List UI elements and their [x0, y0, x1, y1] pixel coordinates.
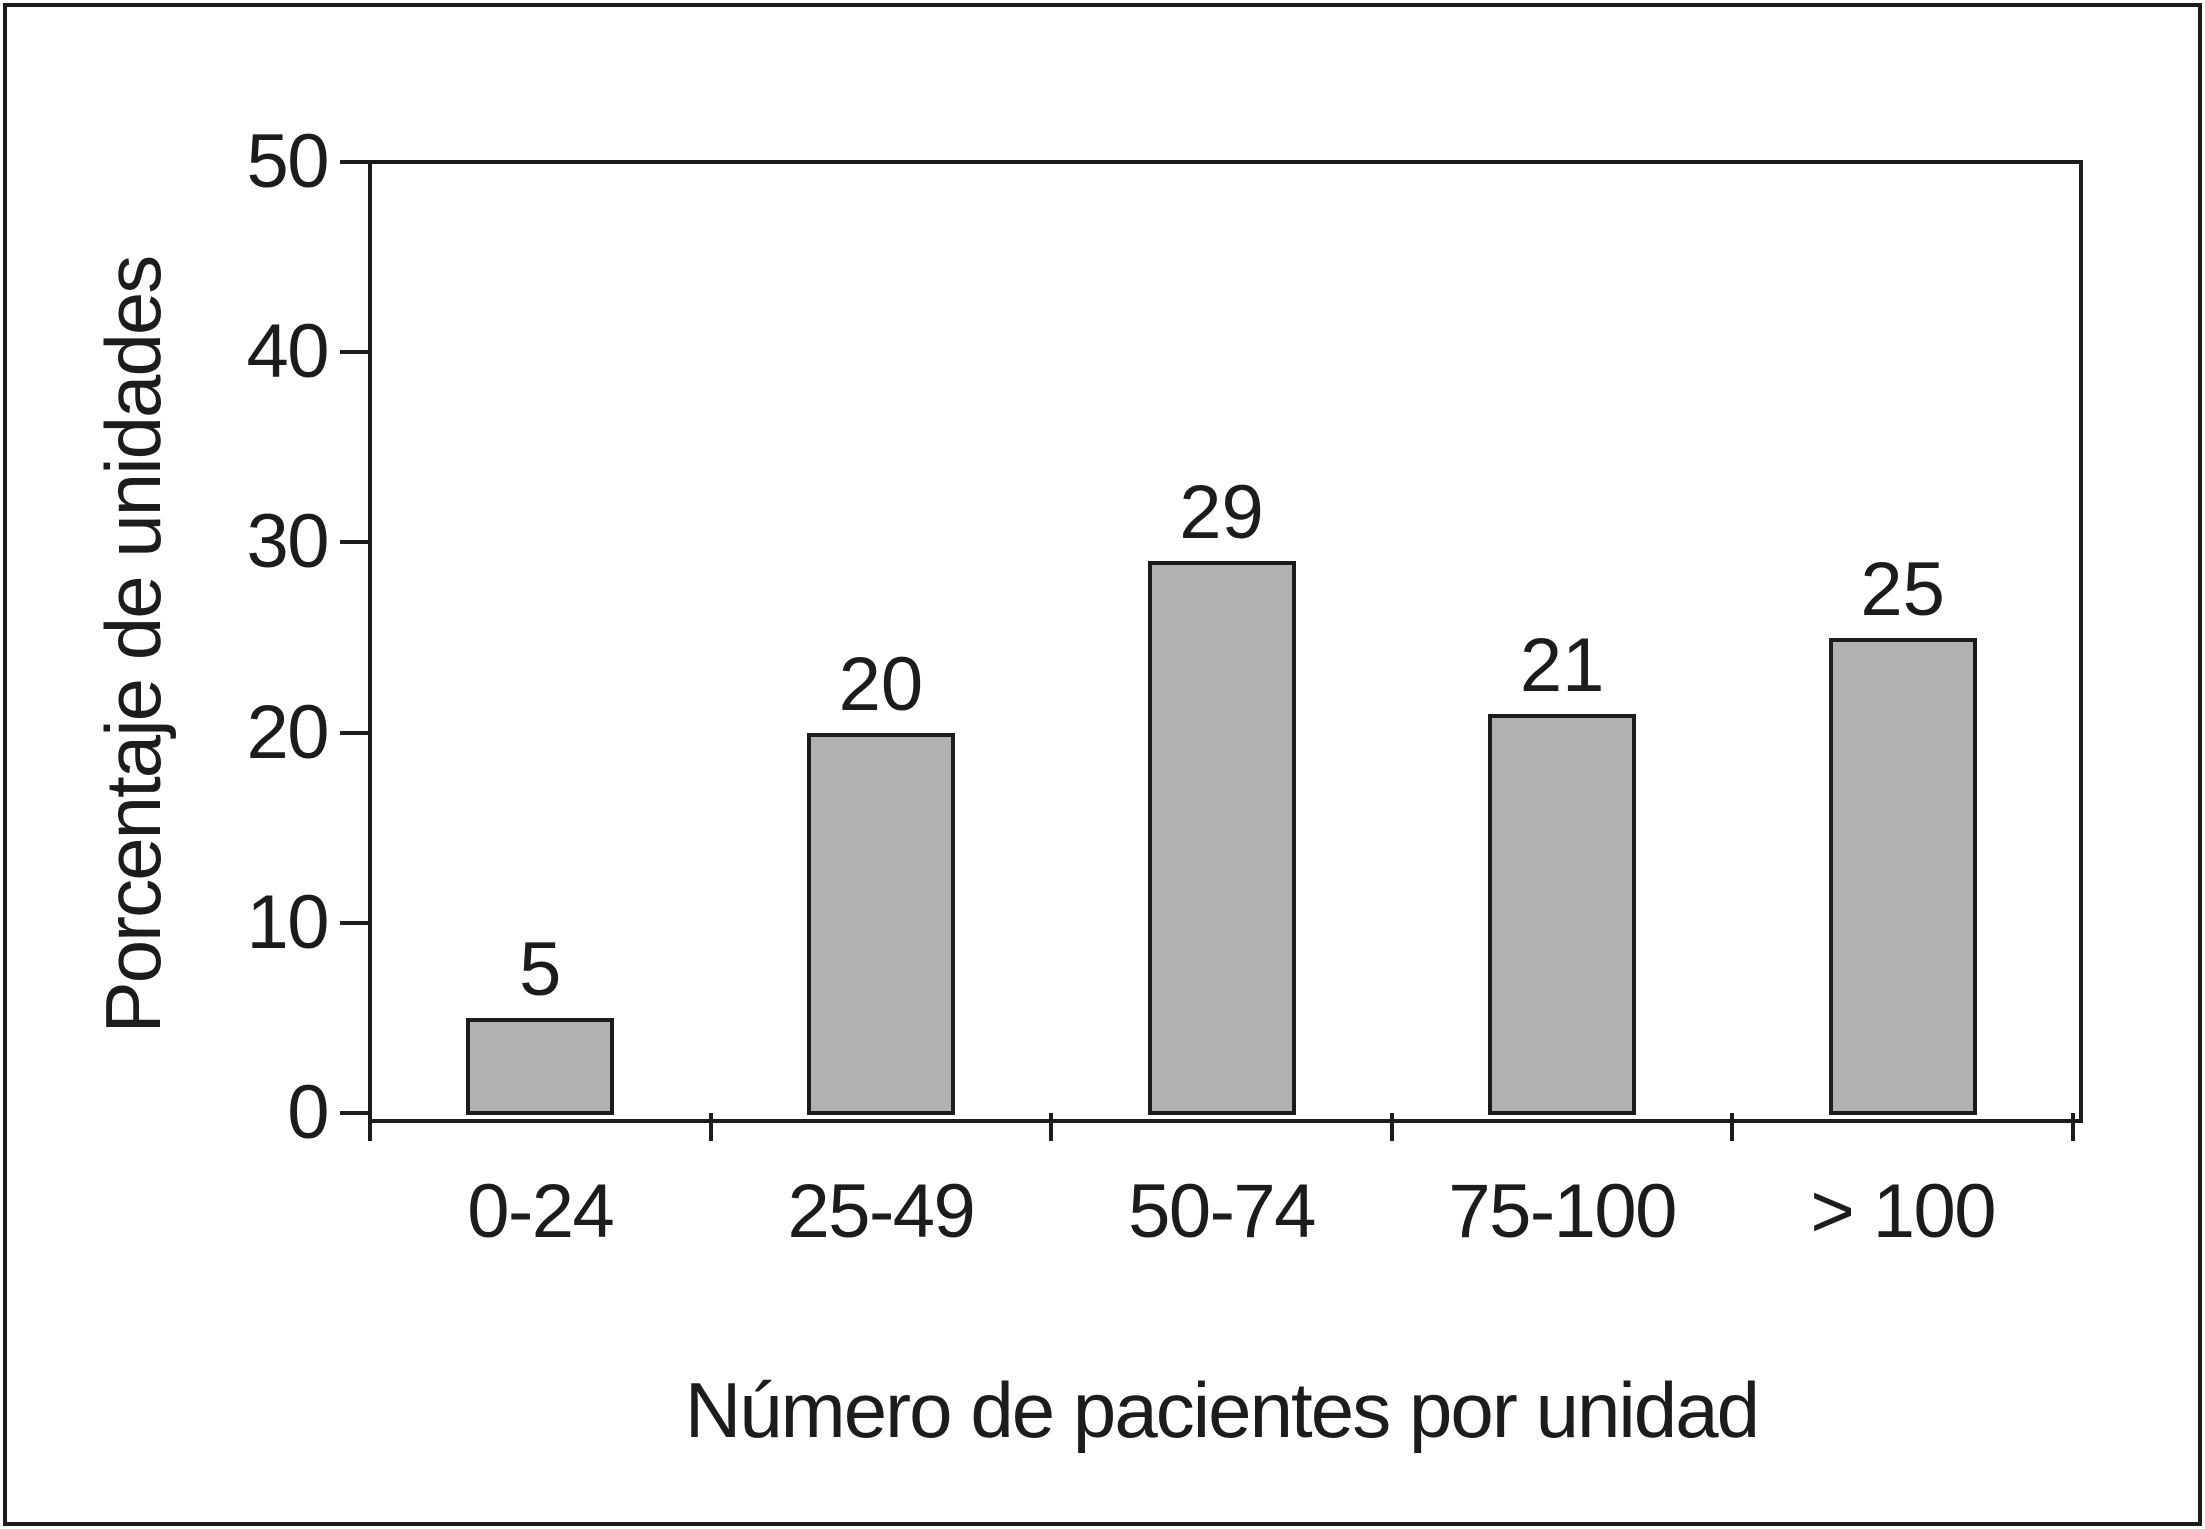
y-axis-tick	[340, 730, 368, 735]
bar-value-label: 5	[519, 926, 562, 1012]
y-axis-tick-label: 10	[246, 879, 330, 965]
x-category-label: > 100	[1810, 1169, 1996, 1254]
bar	[1147, 561, 1296, 1115]
y-axis-tick-label: 50	[246, 119, 330, 204]
x-axis-tick	[2071, 1113, 2075, 1141]
plot-area	[368, 160, 2083, 1123]
y-axis-tick	[340, 920, 368, 925]
x-category-label: 25-49	[787, 1169, 976, 1254]
bar-value-label: 20	[838, 641, 924, 727]
bar	[1828, 637, 1977, 1115]
y-axis-tick	[340, 350, 368, 355]
y-axis-tick	[340, 540, 368, 545]
bar	[466, 1017, 615, 1115]
bar	[806, 732, 955, 1115]
x-category-label: 0-24	[467, 1169, 615, 1254]
bar-value-label: 25	[1860, 546, 1945, 632]
x-category-label: 75-100	[1448, 1169, 1677, 1254]
y-axis-tick	[340, 160, 368, 164]
y-axis-tick	[340, 1111, 368, 1115]
x-axis-tick	[708, 1113, 713, 1141]
x-axis-tick	[1049, 1113, 1054, 1141]
bar	[1488, 713, 1637, 1115]
bar-value-label: 21	[1519, 622, 1605, 708]
x-axis-title: Número de pacientes por unidad	[684, 1366, 1760, 1454]
x-axis-tick	[1389, 1113, 1394, 1141]
x-category-label: 50-74	[1128, 1169, 1316, 1254]
y-axis-tick-label: 0	[287, 1070, 329, 1155]
x-axis-tick	[1730, 1113, 1735, 1141]
y-axis-tick-label: 30	[246, 499, 330, 585]
bar-value-label: 29	[1179, 470, 1264, 556]
x-axis-tick	[368, 1113, 372, 1141]
y-axis-tick-label: 40	[246, 309, 330, 395]
y-axis-tick-label: 20	[246, 689, 330, 775]
